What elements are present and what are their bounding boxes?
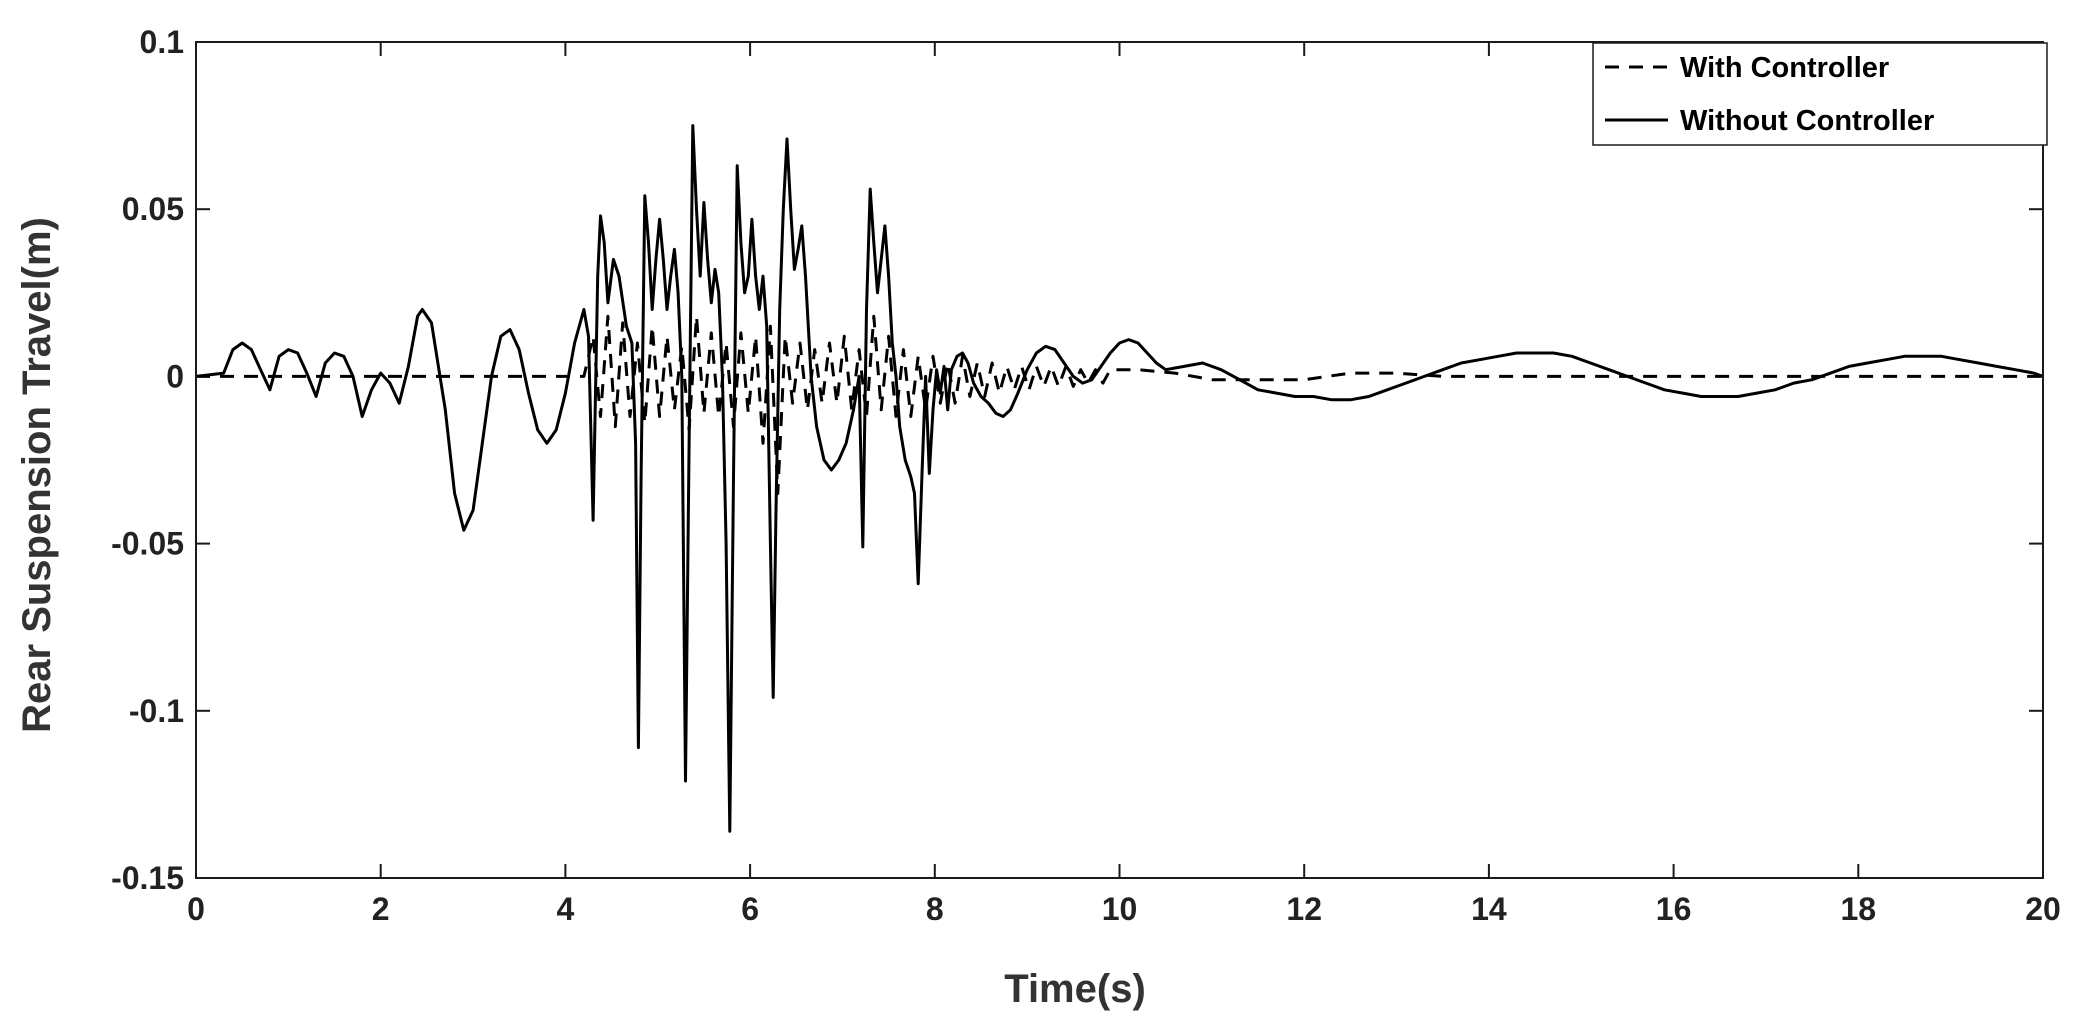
x-tick-label: 4 — [557, 891, 575, 927]
y-tick-label: -0.1 — [129, 693, 184, 729]
x-axis-ticks: 0 2 4 6 8 10 12 14 16 18 20 — [187, 42, 2061, 927]
plot-frame — [195, 41, 2044, 879]
x-tick-label: 18 — [1841, 891, 1877, 927]
x-tick-label: 2 — [372, 891, 390, 927]
legend: With Controller Without Controller — [1592, 42, 2048, 146]
y-axis-ticks: 0.1 0.05 0 -0.05 -0.1 -0.15 — [111, 24, 2043, 896]
plot-area — [195, 124, 2044, 833]
y-tick-label: -0.05 — [111, 526, 184, 562]
series-line-with-controller — [196, 314, 2043, 495]
y-tick-label: 0.05 — [122, 191, 184, 227]
x-tick-label: 10 — [1102, 891, 1138, 927]
legend-label-without-controller: Without Controller — [1680, 105, 1934, 137]
x-tick-label: 8 — [926, 891, 944, 927]
x-tick-label: 14 — [1471, 891, 1507, 927]
y-axis-label: Rear Suspension Travel(m) — [15, 217, 59, 733]
x-tick-label: 20 — [2025, 891, 2061, 927]
x-axis-label: Time(s) — [1004, 967, 1146, 1011]
x-tick-label: 6 — [741, 891, 759, 927]
x-tick-label: 0 — [187, 891, 205, 927]
x-tick-label: 12 — [1286, 891, 1322, 927]
legend-label-with-controller: With Controller — [1680, 52, 1889, 84]
y-tick-label: 0 — [166, 358, 184, 394]
legend-box — [1592, 42, 2048, 146]
y-tick-label: -0.15 — [111, 860, 184, 896]
y-tick-label: 0.1 — [140, 24, 184, 60]
series-line-without-controller — [195, 124, 2044, 833]
x-tick-label: 16 — [1656, 891, 1692, 927]
